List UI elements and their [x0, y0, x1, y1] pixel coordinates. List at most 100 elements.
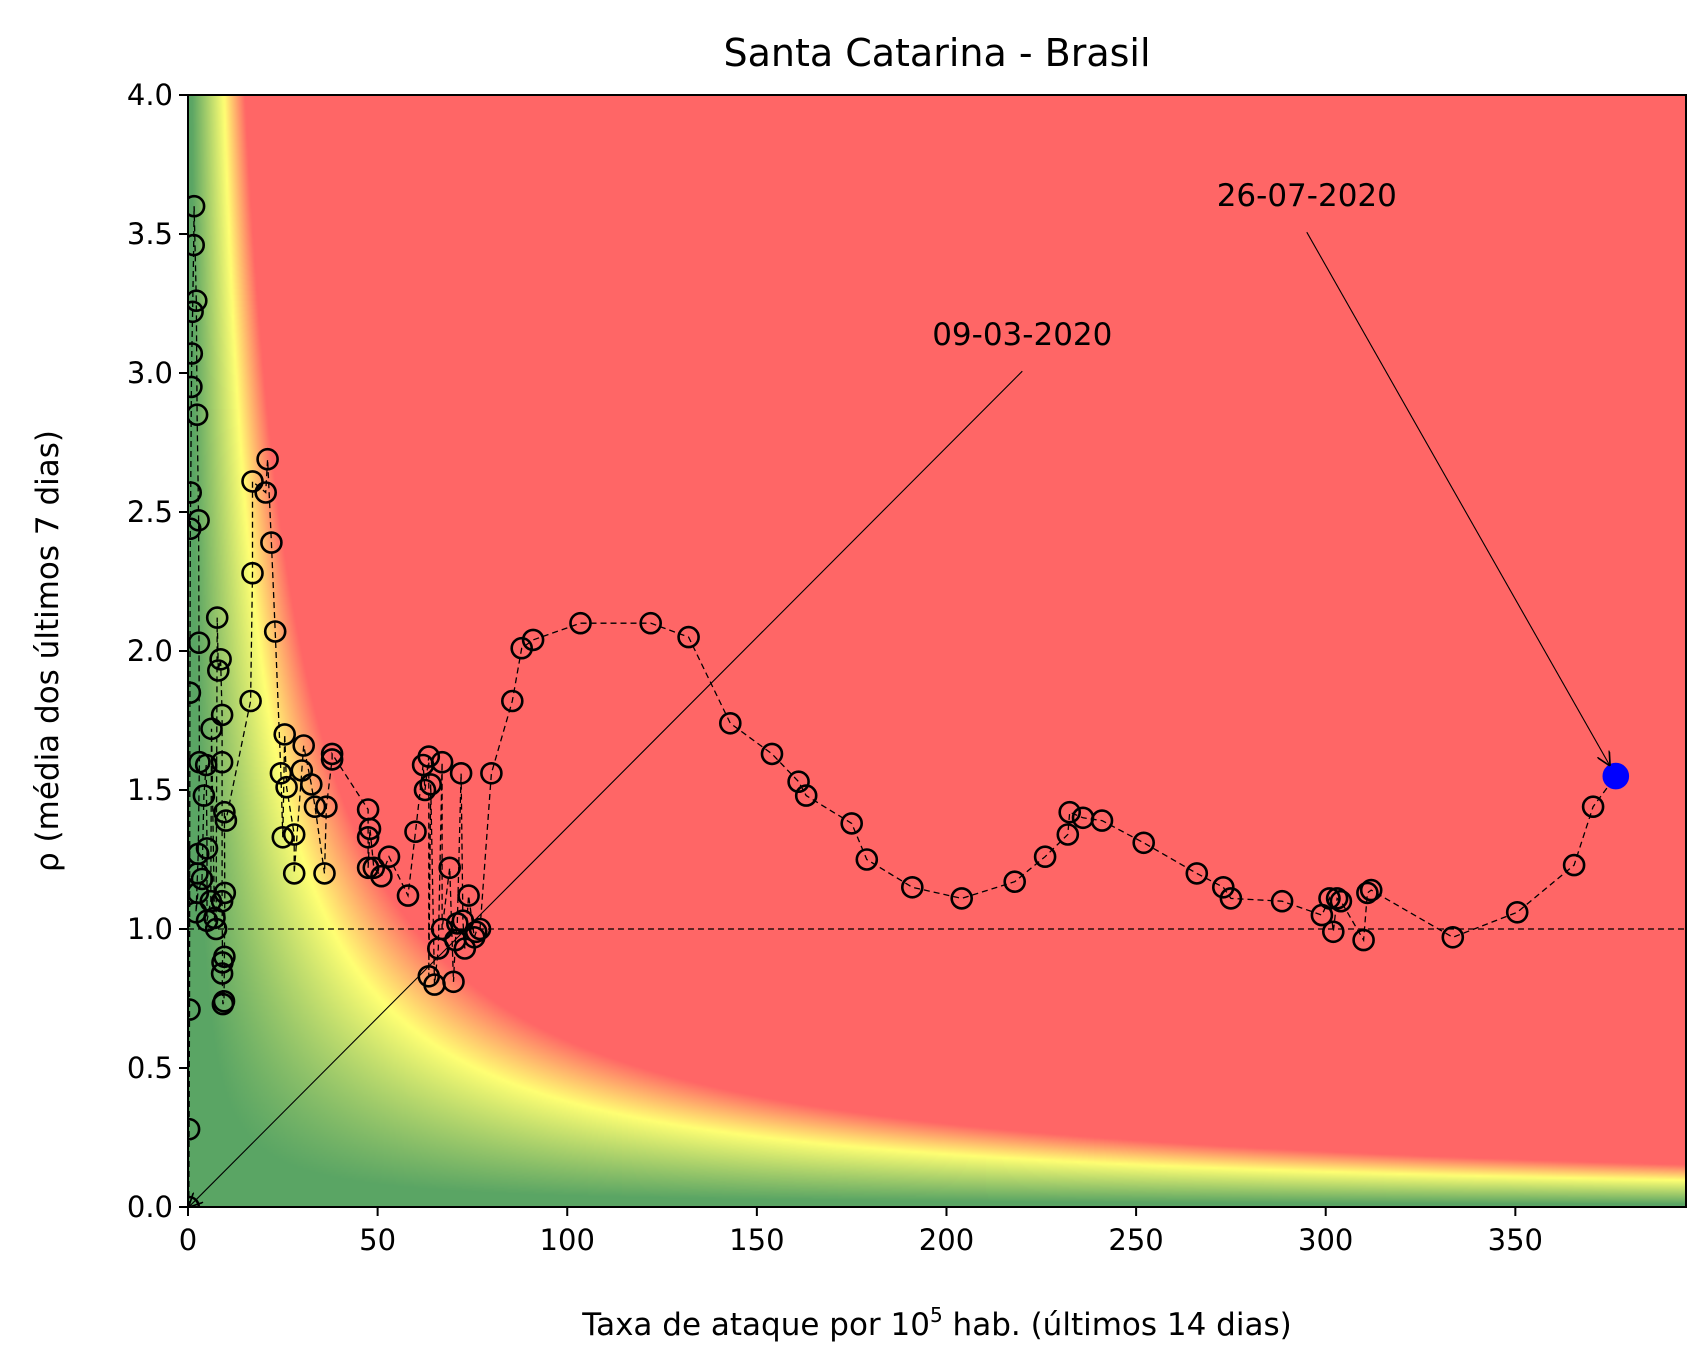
data-point — [315, 795, 338, 819]
y-tick-label: 2.0 — [127, 634, 173, 668]
data-point — [195, 837, 219, 860]
data-point — [188, 998, 201, 1021]
data-point — [1058, 800, 1081, 824]
data-point — [188, 300, 204, 324]
data-point — [210, 750, 234, 774]
data-point — [1359, 878, 1383, 902]
data-point — [1033, 845, 1057, 869]
data-point-last — [1602, 762, 1630, 790]
data-point — [209, 647, 232, 671]
data-point — [1325, 887, 1349, 910]
x-tick-label: 100 — [540, 1223, 595, 1257]
data-point — [468, 917, 492, 941]
y-tick-label: 1.0 — [127, 912, 173, 946]
data-point — [282, 862, 306, 885]
data-points — [188, 194, 1630, 1207]
data-point — [430, 750, 454, 774]
data-point — [188, 342, 204, 365]
annotation-arrow — [1306, 231, 1610, 765]
data-point — [358, 817, 382, 841]
data-point — [677, 625, 700, 649]
data-point — [1505, 900, 1529, 924]
data-point — [188, 481, 202, 504]
data-point — [241, 470, 264, 493]
data-point — [1318, 887, 1341, 910]
annotation-label: 09-03-2020 — [932, 317, 1112, 353]
y-tick-label: 3.0 — [127, 356, 173, 390]
data-point — [404, 820, 427, 844]
data-point — [787, 770, 810, 794]
data-point — [569, 611, 592, 635]
x-tick-label: 300 — [1298, 1223, 1353, 1257]
data-point — [188, 289, 208, 312]
data-point — [188, 233, 205, 257]
data-point — [370, 864, 393, 888]
y-tick-label: 2.5 — [127, 495, 173, 529]
data-point — [271, 825, 295, 849]
data-point — [188, 1117, 201, 1141]
data-point — [900, 875, 924, 899]
heatmap-image — [188, 95, 1686, 1207]
data-point — [188, 375, 203, 399]
data-point — [718, 711, 742, 735]
data-point — [1185, 862, 1209, 885]
data-point — [292, 734, 316, 757]
x-axis: 0 50 100 150 200 250 300 350 — [179, 1207, 1543, 1257]
data-point — [213, 881, 237, 905]
x-tick-label: 350 — [1488, 1223, 1543, 1257]
x-tick-label: 50 — [359, 1223, 396, 1257]
data-point — [207, 659, 230, 682]
annotations: 09-03-2020 26-07-2020 — [190, 178, 1610, 1206]
data-point — [210, 962, 234, 985]
data-point — [320, 748, 344, 771]
data-point — [1090, 809, 1114, 832]
data-point — [1562, 853, 1586, 877]
data-point — [213, 800, 236, 824]
data-point — [188, 517, 202, 540]
chart-title: Santa Catarina - Brasil — [723, 31, 1150, 75]
data-point — [260, 531, 283, 554]
x-axis-label-superscript: 5 — [930, 1303, 943, 1327]
y-tick-label: 1.5 — [127, 773, 173, 807]
data-point — [419, 773, 443, 796]
data-point — [188, 194, 206, 218]
data-point — [254, 481, 278, 504]
data-point — [212, 989, 236, 1013]
annotation-label: 26-07-2020 — [1217, 178, 1397, 214]
data-point — [500, 689, 524, 713]
data-point — [282, 823, 306, 846]
data-point — [760, 742, 784, 766]
data-point — [210, 703, 234, 727]
data-point — [1322, 920, 1345, 944]
data-point — [794, 784, 818, 807]
data-point — [1329, 889, 1353, 913]
data-point — [239, 689, 262, 713]
x-tick-label: 200 — [919, 1223, 974, 1257]
data-point — [188, 681, 202, 704]
data-point — [299, 773, 323, 796]
data-point — [1352, 928, 1375, 952]
data-point — [521, 628, 545, 652]
data-point — [1132, 831, 1155, 855]
data-point — [413, 778, 437, 802]
annotation-arrow — [190, 370, 1023, 1206]
data-point — [188, 403, 209, 426]
data-point — [396, 884, 420, 907]
y-axis: 0.0 0.5 1.0 1.5 2.0 2.5 3.0 3.5 4.0 — [127, 78, 188, 1224]
data-point — [192, 784, 216, 807]
y-tick-label: 3.5 — [127, 217, 173, 251]
y-tick-label: 4.0 — [127, 78, 173, 112]
data-point — [1270, 889, 1294, 913]
data-point — [275, 775, 298, 799]
risk-heatmap — [188, 95, 1686, 1207]
data-point — [204, 917, 228, 941]
data-point — [464, 920, 488, 944]
data-point — [214, 809, 238, 832]
data-point — [213, 945, 236, 969]
data-point — [438, 856, 462, 880]
data-point — [1219, 887, 1243, 910]
data-point — [313, 862, 336, 885]
data-point — [457, 884, 480, 907]
x-axis-label-suffix: hab. (últimos 14 dias) — [943, 1307, 1292, 1343]
